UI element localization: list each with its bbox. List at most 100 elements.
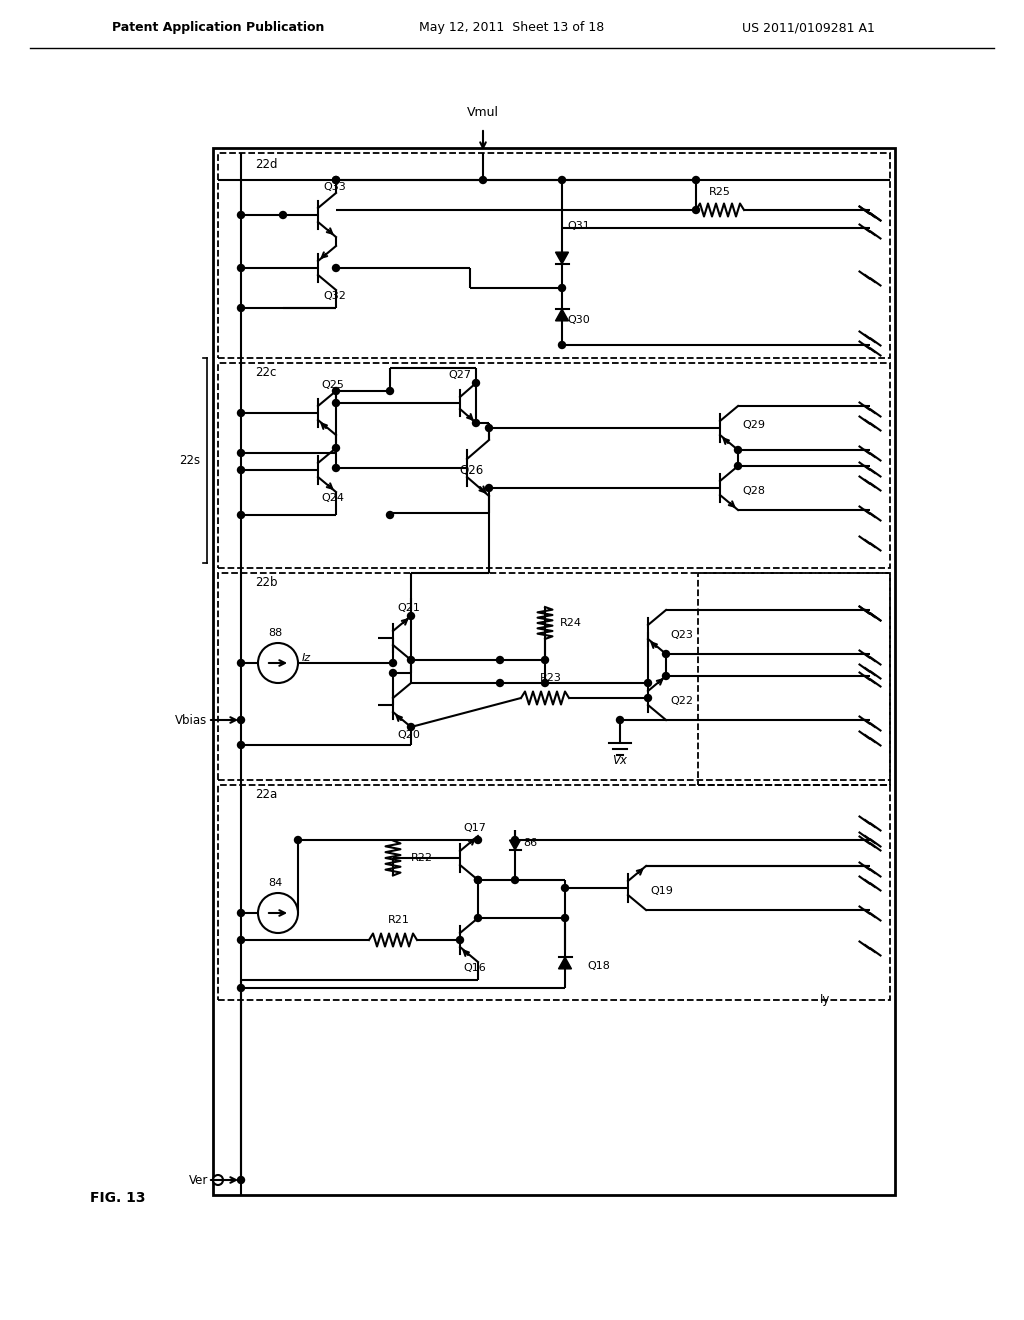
Polygon shape (558, 957, 571, 969)
Circle shape (238, 742, 245, 748)
Circle shape (558, 285, 565, 292)
Circle shape (238, 660, 245, 667)
Circle shape (333, 445, 340, 451)
Circle shape (280, 211, 287, 219)
Text: Q25: Q25 (321, 380, 344, 389)
Circle shape (238, 717, 245, 723)
Circle shape (474, 876, 481, 883)
Text: Q29: Q29 (742, 420, 765, 430)
Circle shape (386, 388, 393, 395)
Circle shape (408, 723, 415, 730)
Circle shape (663, 651, 670, 657)
Circle shape (512, 876, 518, 883)
Circle shape (389, 660, 396, 667)
Bar (213, 148, 895, 1195)
Text: Q30: Q30 (567, 315, 590, 325)
Circle shape (389, 669, 396, 676)
Circle shape (644, 694, 651, 701)
Circle shape (408, 612, 415, 619)
Circle shape (474, 837, 481, 843)
Circle shape (408, 656, 415, 664)
Circle shape (238, 1176, 245, 1184)
Circle shape (734, 462, 741, 470)
Circle shape (386, 511, 393, 519)
Text: Q32: Q32 (323, 290, 346, 301)
Text: 88: 88 (268, 628, 283, 638)
Circle shape (238, 511, 245, 519)
Text: 22a: 22a (255, 788, 278, 801)
Circle shape (238, 936, 245, 944)
Circle shape (479, 177, 486, 183)
Circle shape (542, 680, 549, 686)
Circle shape (485, 484, 493, 491)
Text: R22: R22 (411, 853, 433, 863)
Circle shape (561, 884, 568, 891)
Circle shape (734, 446, 741, 454)
Text: 86: 86 (523, 838, 538, 847)
Circle shape (333, 264, 340, 272)
Text: R23: R23 (540, 673, 562, 682)
Text: Q18: Q18 (587, 961, 610, 972)
Circle shape (542, 656, 549, 664)
Text: Iy: Iy (819, 994, 830, 1006)
Circle shape (512, 837, 518, 843)
Circle shape (472, 380, 479, 387)
Polygon shape (555, 252, 568, 264)
Text: FIG. 13: FIG. 13 (90, 1191, 145, 1205)
Circle shape (295, 837, 301, 843)
Circle shape (616, 717, 624, 723)
Text: 22b: 22b (255, 577, 278, 590)
Text: Vx: Vx (612, 754, 628, 767)
Circle shape (474, 876, 481, 883)
Text: Q33: Q33 (323, 182, 346, 191)
Circle shape (472, 420, 479, 426)
Circle shape (238, 409, 245, 417)
Circle shape (333, 177, 340, 183)
Text: Q16: Q16 (463, 964, 485, 973)
Bar (218, 573, 890, 780)
Text: May 12, 2011  Sheet 13 of 18: May 12, 2011 Sheet 13 of 18 (420, 21, 604, 34)
Circle shape (692, 206, 699, 214)
Text: Vmul: Vmul (467, 107, 499, 120)
Bar (218, 363, 890, 568)
Text: R21: R21 (388, 915, 410, 925)
Circle shape (644, 680, 651, 686)
Polygon shape (555, 309, 568, 321)
Text: US 2011/0109281 A1: US 2011/0109281 A1 (741, 21, 874, 34)
Text: Patent Application Publication: Patent Application Publication (112, 21, 325, 34)
Circle shape (497, 680, 504, 686)
Text: Ver: Ver (188, 1173, 208, 1187)
Text: 22c: 22c (255, 367, 276, 380)
Text: Q31: Q31 (567, 220, 590, 231)
Circle shape (238, 211, 245, 219)
Text: Q21: Q21 (397, 603, 420, 612)
Text: 22s: 22s (179, 454, 200, 466)
Text: Q19: Q19 (650, 886, 673, 896)
Circle shape (333, 400, 340, 407)
Circle shape (258, 894, 298, 933)
Circle shape (238, 450, 245, 457)
Text: Q23: Q23 (670, 630, 693, 640)
Circle shape (333, 388, 340, 395)
Bar (218, 153, 890, 358)
Text: Q26: Q26 (459, 463, 483, 477)
Circle shape (258, 643, 298, 682)
Circle shape (558, 177, 565, 183)
Text: Q17: Q17 (463, 822, 485, 833)
Text: 84: 84 (268, 878, 283, 888)
Text: R24: R24 (560, 618, 582, 628)
Circle shape (238, 264, 245, 272)
Circle shape (238, 305, 245, 312)
Circle shape (333, 177, 340, 183)
Text: Q28: Q28 (742, 486, 765, 496)
Circle shape (497, 656, 504, 664)
Text: Q22: Q22 (670, 696, 693, 706)
Circle shape (561, 915, 568, 921)
Circle shape (238, 985, 245, 991)
Circle shape (474, 915, 481, 921)
Text: Vbias: Vbias (175, 714, 207, 726)
Circle shape (238, 909, 245, 916)
Circle shape (485, 425, 493, 432)
Text: 22d: 22d (255, 158, 278, 172)
Circle shape (457, 936, 464, 944)
